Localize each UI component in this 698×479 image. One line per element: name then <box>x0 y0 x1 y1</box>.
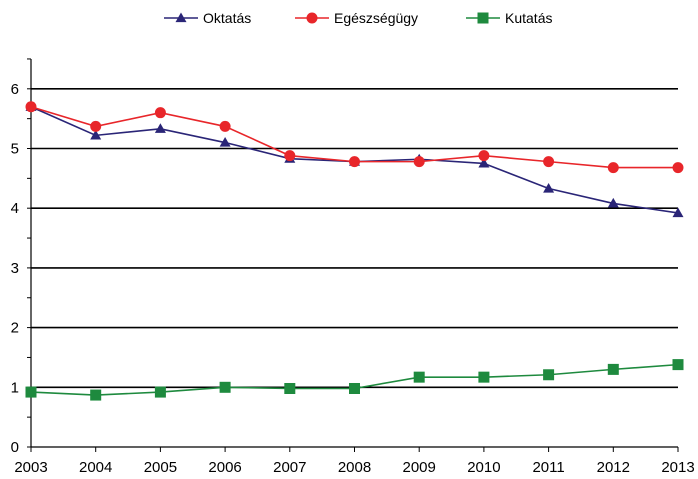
data-point <box>25 101 37 113</box>
legend: Oktatás Egészségügy Kutatás <box>164 10 552 26</box>
data-point <box>219 120 231 132</box>
data-point <box>154 123 166 133</box>
legend-label: Egészségügy <box>334 10 418 26</box>
data-point <box>219 137 231 147</box>
data-point <box>349 382 360 394</box>
data-point <box>154 386 166 398</box>
data-point <box>219 381 231 393</box>
x-tick-label: 2010 <box>467 459 500 476</box>
y-tick-label: 1 <box>11 379 19 396</box>
data-point <box>349 156 360 168</box>
data-point <box>478 150 490 162</box>
y-tick-label: 4 <box>11 200 19 217</box>
data-point <box>607 162 619 174</box>
y-axis-ticks: 0 1 2 3 4 5 6 <box>11 58 31 456</box>
x-tick-label: 2005 <box>144 459 177 476</box>
x-tick-label: 2011 <box>532 459 564 476</box>
data-point <box>543 369 555 381</box>
data-point <box>607 197 619 208</box>
data-point <box>543 156 555 168</box>
y-tick-label: 3 <box>11 260 19 277</box>
legend-label: Oktatás <box>203 10 251 26</box>
x-tick-label: 2013 <box>661 459 694 476</box>
data-point <box>478 157 490 168</box>
x-tick-label: 2007 <box>273 459 306 476</box>
legend-marker <box>306 12 318 24</box>
data-point <box>413 156 425 168</box>
data-point <box>154 107 166 119</box>
data-point <box>672 207 684 218</box>
legend-marker <box>477 12 489 24</box>
legend-item: Egészségügy <box>295 10 418 26</box>
series-group <box>25 101 684 401</box>
x-tick-label: 2006 <box>208 459 241 476</box>
y-tick-label: 2 <box>11 320 19 337</box>
data-point <box>284 382 296 394</box>
x-tick-label: 2012 <box>597 459 630 476</box>
legend-marker <box>175 12 187 23</box>
data-point <box>90 129 102 140</box>
x-tick-label: 2004 <box>79 459 112 476</box>
data-point <box>543 182 555 193</box>
series-1 <box>25 101 684 174</box>
y-tick-label: 0 <box>11 439 19 456</box>
data-point <box>478 371 490 383</box>
data-point <box>672 162 684 174</box>
gridlines <box>31 88 678 389</box>
y-tick-label: 6 <box>11 81 19 98</box>
x-tick-label: 2003 <box>14 459 47 476</box>
legend-item: Kutatás <box>466 10 552 26</box>
data-point <box>25 386 37 398</box>
data-point <box>413 371 425 383</box>
x-tick-label: 2008 <box>338 459 371 476</box>
x-tick-label: 2009 <box>403 459 436 476</box>
data-point <box>607 363 619 375</box>
series-2 <box>25 359 684 401</box>
legend-label: Kutatás <box>505 10 552 26</box>
data-point <box>672 359 684 371</box>
legend-item: Oktatás <box>164 10 251 26</box>
y-tick-label: 5 <box>11 141 19 158</box>
data-point <box>90 120 102 132</box>
data-point <box>284 150 296 162</box>
data-point <box>90 389 102 401</box>
x-axis-ticks: 2003 2004 2005 2006 2007 2008 2009 2010 2011 2012… <box>14 447 695 476</box>
